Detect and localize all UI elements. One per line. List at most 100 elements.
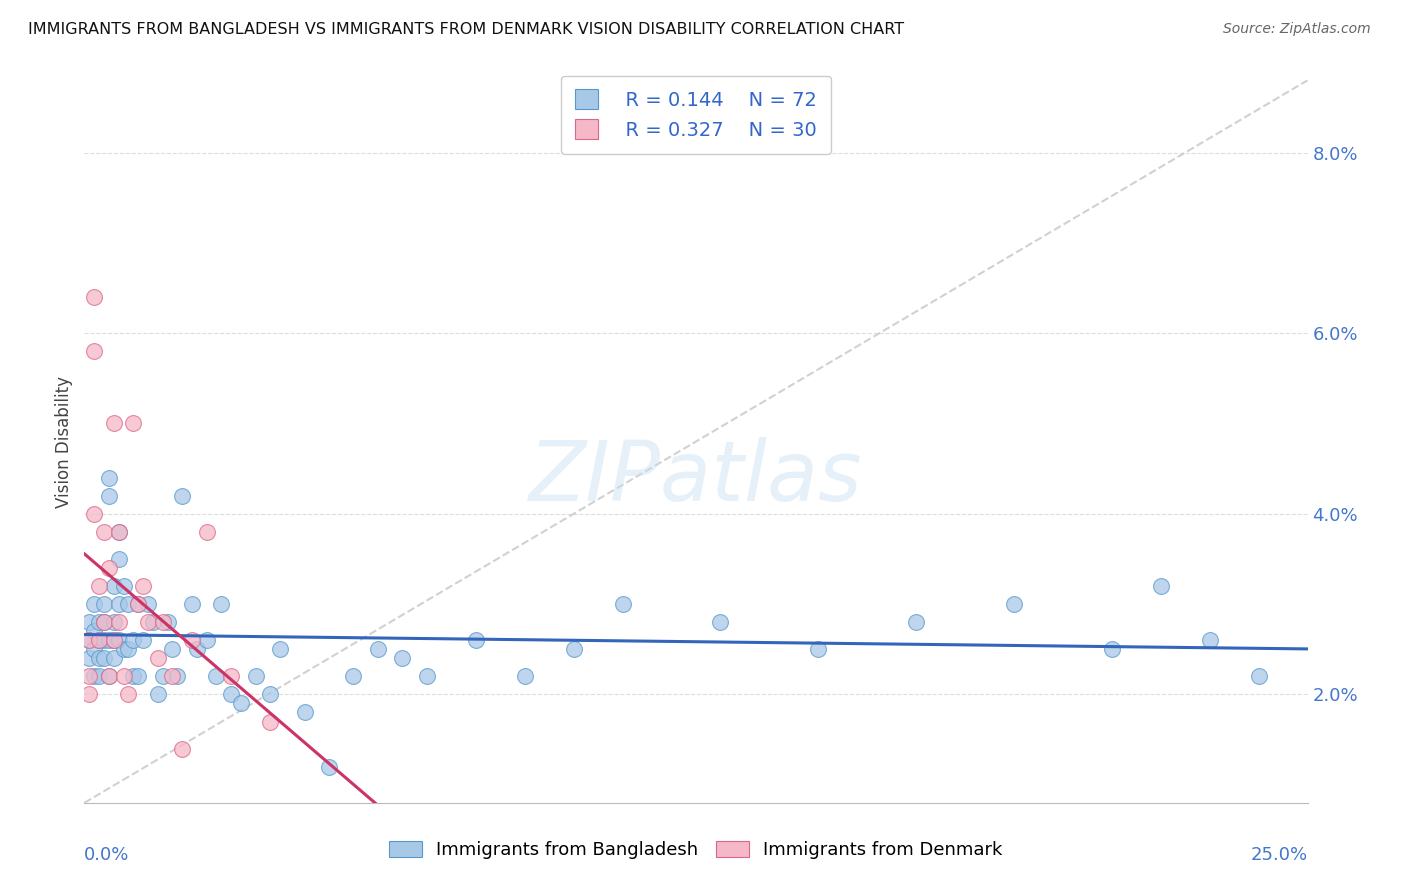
Point: [259, 687, 281, 701]
Point: [219, 687, 242, 701]
Point: [93, 524, 115, 539]
Point: [367, 642, 389, 657]
Point: [83, 642, 105, 657]
Point: [709, 615, 731, 630]
Point: [122, 417, 145, 431]
Point: [77, 633, 100, 648]
Point: [117, 642, 139, 657]
Point: [259, 714, 281, 729]
Point: [195, 524, 218, 539]
Point: [112, 579, 135, 593]
Point: [93, 597, 115, 611]
Point: [103, 633, 125, 648]
Point: [107, 597, 129, 611]
Point: [156, 615, 179, 630]
Point: [107, 615, 129, 630]
Point: [132, 579, 155, 593]
Legend:   R = 0.144    N = 72,   R = 0.327    N = 30: R = 0.144 N = 72, R = 0.327 N = 30: [561, 76, 831, 153]
Point: [103, 417, 125, 431]
Point: [87, 615, 110, 630]
Text: Source: ZipAtlas.com: Source: ZipAtlas.com: [1223, 22, 1371, 37]
Point: [1198, 633, 1220, 648]
Point: [103, 651, 125, 665]
Text: IMMIGRANTS FROM BANGLADESH VS IMMIGRANTS FROM DENMARK VISION DISABILITY CORRELAT: IMMIGRANTS FROM BANGLADESH VS IMMIGRANTS…: [28, 22, 904, 37]
Point: [807, 642, 830, 657]
Point: [87, 579, 110, 593]
Point: [107, 524, 129, 539]
Point: [166, 669, 188, 683]
Point: [181, 633, 204, 648]
Point: [83, 669, 105, 683]
Point: [342, 669, 364, 683]
Point: [136, 597, 159, 611]
Point: [77, 687, 100, 701]
Point: [209, 597, 232, 611]
Point: [77, 633, 100, 648]
Point: [83, 597, 105, 611]
Point: [294, 706, 316, 720]
Point: [103, 615, 125, 630]
Point: [77, 615, 100, 630]
Point: [93, 651, 115, 665]
Point: [97, 561, 120, 575]
Point: [112, 642, 135, 657]
Point: [152, 669, 174, 683]
Point: [83, 624, 105, 639]
Point: [1101, 642, 1123, 657]
Point: [103, 633, 125, 648]
Point: [905, 615, 928, 630]
Point: [122, 669, 145, 683]
Point: [136, 615, 159, 630]
Point: [245, 669, 267, 683]
Point: [464, 633, 486, 648]
Text: ZIPatlas: ZIPatlas: [529, 437, 863, 518]
Point: [162, 642, 184, 657]
Point: [1002, 597, 1025, 611]
Point: [127, 597, 149, 611]
Point: [122, 633, 145, 648]
Point: [117, 687, 139, 701]
Point: [87, 669, 110, 683]
Point: [1247, 669, 1270, 683]
Point: [162, 669, 184, 683]
Point: [229, 697, 252, 711]
Text: 0.0%: 0.0%: [84, 847, 129, 864]
Point: [219, 669, 242, 683]
Point: [107, 633, 129, 648]
Point: [87, 651, 110, 665]
Point: [318, 760, 340, 774]
Point: [93, 633, 115, 648]
Point: [142, 615, 165, 630]
Point: [112, 669, 135, 683]
Point: [181, 597, 204, 611]
Point: [117, 597, 139, 611]
Point: [97, 633, 120, 648]
Point: [195, 633, 218, 648]
Point: [416, 669, 439, 683]
Point: [132, 633, 155, 648]
Point: [77, 651, 100, 665]
Text: 25.0%: 25.0%: [1250, 847, 1308, 864]
Point: [562, 642, 585, 657]
Point: [107, 524, 129, 539]
Point: [513, 669, 536, 683]
Point: [146, 687, 169, 701]
Point: [83, 507, 105, 521]
Point: [83, 344, 105, 359]
Point: [391, 651, 413, 665]
Point: [186, 642, 208, 657]
Point: [127, 597, 149, 611]
Point: [269, 642, 291, 657]
Point: [87, 633, 110, 648]
Point: [127, 669, 149, 683]
Point: [205, 669, 228, 683]
Point: [93, 615, 115, 630]
Point: [152, 615, 174, 630]
Point: [1150, 579, 1173, 593]
Point: [612, 597, 634, 611]
Point: [107, 552, 129, 566]
Y-axis label: Vision Disability: Vision Disability: [55, 376, 73, 508]
Point: [97, 489, 120, 503]
Point: [83, 290, 105, 304]
Point: [97, 669, 120, 683]
